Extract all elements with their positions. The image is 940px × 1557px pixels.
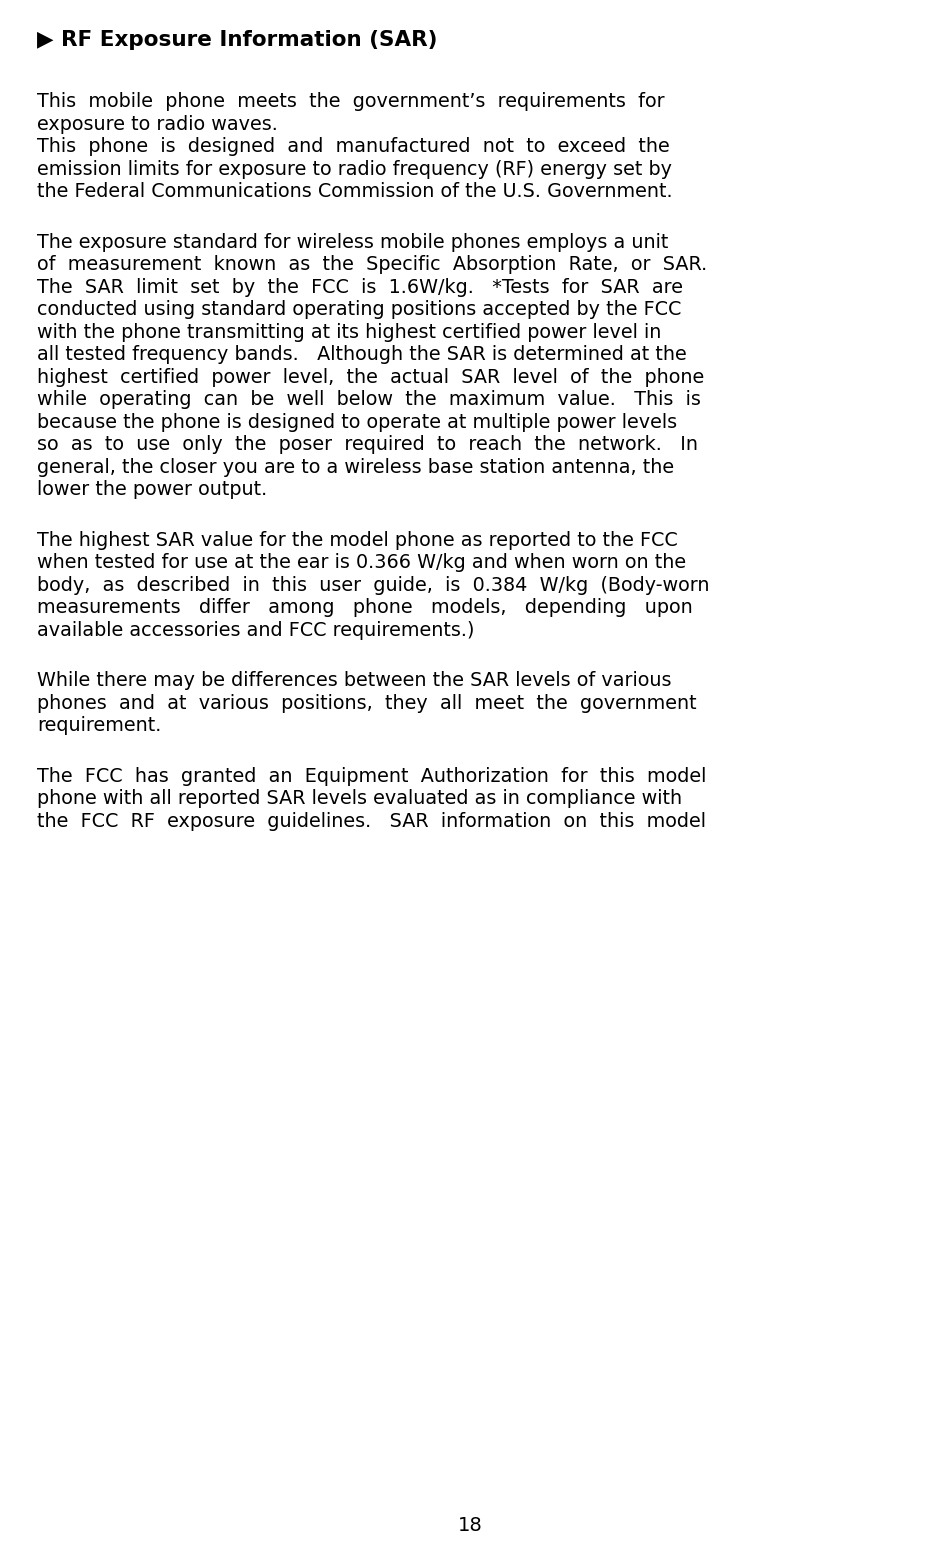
Text: ▶ RF Exposure Information (SAR): ▶ RF Exposure Information (SAR) [37,30,437,50]
Text: available accessories and FCC requirements.): available accessories and FCC requiremen… [37,621,475,640]
Text: The  FCC  has  granted  an  Equipment  Authorization  for  this  model: The FCC has granted an Equipment Authori… [37,766,706,785]
Text: conducted using standard operating positions accepted by the FCC: conducted using standard operating posit… [37,301,681,319]
Text: The  SAR  limit  set  by  the  FCC  is  1.6W/kg.   *Tests  for  SAR  are: The SAR limit set by the FCC is 1.6W/kg.… [37,277,683,296]
Text: 18: 18 [458,1517,482,1535]
Text: measurements   differ   among   phone   models,   depending   upon: measurements differ among phone models, … [37,598,693,617]
Text: with the phone transmitting at its highest certified power level in: with the phone transmitting at its highe… [37,322,662,341]
Text: while  operating  can  be  well  below  the  maximum  value.   This  is: while operating can be well below the ma… [37,389,701,409]
Text: While there may be differences between the SAR levels of various: While there may be differences between t… [37,671,671,690]
Text: the  FCC  RF  exposure  guidelines.   SAR  information  on  this  model: the FCC RF exposure guidelines. SAR info… [37,811,706,830]
Text: of  measurement  known  as  the  Specific  Absorption  Rate,  or  SAR.: of measurement known as the Specific Abs… [37,255,707,274]
Text: highest  certified  power  level,  the  actual  SAR  level  of  the  phone: highest certified power level, the actua… [37,367,704,386]
Text: all tested frequency bands.   Although the SAR is determined at the: all tested frequency bands. Although the… [37,346,687,364]
Text: exposure to radio waves.: exposure to radio waves. [37,115,278,134]
Text: so  as  to  use  only  the  poser  required  to  reach  the  network.   In: so as to use only the poser required to … [37,434,698,455]
Text: lower the power output.: lower the power output. [37,480,267,498]
Text: The exposure standard for wireless mobile phones employs a unit: The exposure standard for wireless mobil… [37,232,668,252]
Text: phone with all reported SAR levels evaluated as in compliance with: phone with all reported SAR levels evalu… [37,789,682,808]
Text: This  phone  is  designed  and  manufactured  not  to  exceed  the: This phone is designed and manufactured … [37,137,669,156]
Text: phones  and  at  various  positions,  they  all  meet  the  government: phones and at various positions, they al… [37,693,697,713]
Text: when tested for use at the ear is 0.366 W/kg and when worn on the: when tested for use at the ear is 0.366 … [37,553,686,571]
Text: because the phone is designed to operate at multiple power levels: because the phone is designed to operate… [37,413,677,431]
Text: requirement.: requirement. [37,716,162,735]
Text: The highest SAR value for the model phone as reported to the FCC: The highest SAR value for the model phon… [37,531,678,550]
Text: This  mobile  phone  meets  the  government’s  requirements  for: This mobile phone meets the government’s… [37,92,665,111]
Text: the Federal Communications Commission of the U.S. Government.: the Federal Communications Commission of… [37,182,673,201]
Text: body,  as  described  in  this  user  guide,  is  0.384  W/kg  (Body-worn: body, as described in this user guide, i… [37,576,710,595]
Text: general, the closer you are to a wireless base station antenna, the: general, the closer you are to a wireles… [37,458,674,476]
Text: emission limits for exposure to radio frequency (RF) energy set by: emission limits for exposure to radio fr… [37,159,672,179]
